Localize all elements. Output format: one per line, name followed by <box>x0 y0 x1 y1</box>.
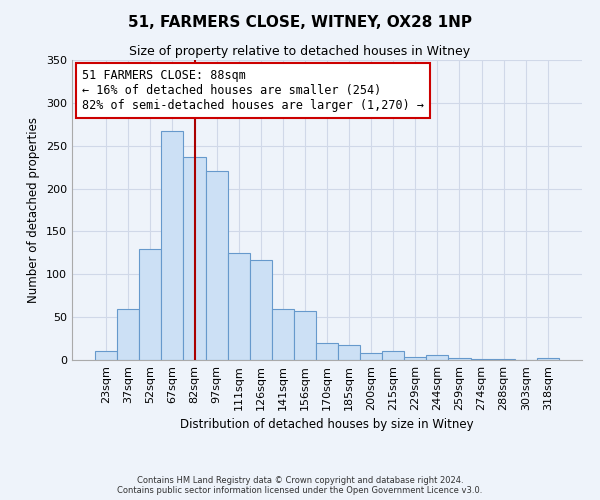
Bar <box>427 355 448 360</box>
Bar <box>250 260 272 360</box>
Bar <box>227 253 250 360</box>
Bar <box>382 352 404 360</box>
Bar <box>316 343 338 360</box>
Y-axis label: Number of detached properties: Number of detached properties <box>28 117 40 303</box>
Text: Contains HM Land Registry data © Crown copyright and database right 2024.
Contai: Contains HM Land Registry data © Crown c… <box>118 476 482 495</box>
Bar <box>294 311 316 360</box>
Text: 51 FARMERS CLOSE: 88sqm
← 16% of detached houses are smaller (254)
82% of semi-d: 51 FARMERS CLOSE: 88sqm ← 16% of detache… <box>82 69 424 112</box>
Bar <box>139 248 161 360</box>
Bar <box>404 356 427 360</box>
Bar <box>493 359 515 360</box>
Bar <box>448 358 470 360</box>
Bar <box>470 359 493 360</box>
Bar <box>161 131 184 360</box>
Bar <box>206 172 227 360</box>
Bar <box>184 157 206 360</box>
Bar <box>95 350 117 360</box>
X-axis label: Distribution of detached houses by size in Witney: Distribution of detached houses by size … <box>180 418 474 432</box>
Bar <box>117 308 139 360</box>
Bar <box>338 346 360 360</box>
Text: 51, FARMERS CLOSE, WITNEY, OX28 1NP: 51, FARMERS CLOSE, WITNEY, OX28 1NP <box>128 15 472 30</box>
Bar <box>537 358 559 360</box>
Bar <box>272 308 294 360</box>
Text: Size of property relative to detached houses in Witney: Size of property relative to detached ho… <box>130 45 470 58</box>
Bar <box>360 353 382 360</box>
